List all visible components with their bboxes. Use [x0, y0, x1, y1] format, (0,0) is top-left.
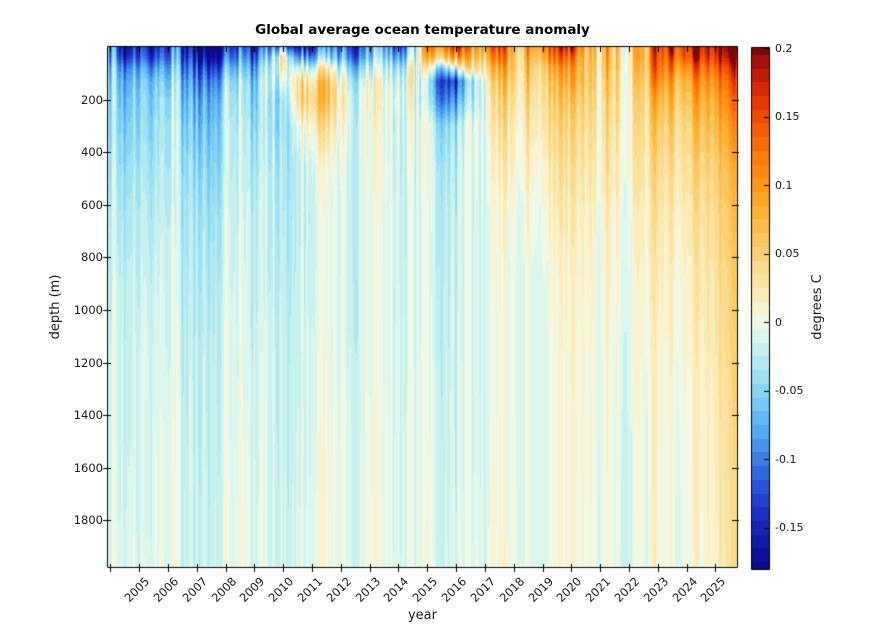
colorbar-tick-label: 0.15 — [775, 110, 800, 124]
colorbar-tick-label: -0.05 — [775, 384, 804, 398]
colorbar-tick-label: 0.1 — [775, 178, 793, 192]
y-tick-label: 800 — [81, 250, 103, 265]
colorbar-tick-label: 0 — [775, 315, 782, 329]
y-tick-label: 200 — [81, 92, 103, 107]
y-tick-label: 1200 — [73, 355, 103, 370]
x-axis-label: year — [407, 608, 437, 623]
colorbar-tick-label: 0.05 — [775, 247, 800, 261]
y-tick-label: 1600 — [73, 460, 103, 475]
colorbar-label: degrees C — [810, 274, 825, 340]
y-tick-label: 1800 — [73, 513, 103, 528]
y-tick-label: 400 — [81, 145, 103, 160]
y-tick-label: 600 — [81, 197, 103, 212]
y-tick-label: 1400 — [73, 408, 103, 423]
colorbar-tick-label: -0.1 — [775, 452, 797, 466]
y-tick-label: 1000 — [73, 303, 103, 318]
colorbar-tick-label: -0.15 — [775, 521, 804, 535]
colorbar-tick-label: 0.2 — [775, 41, 793, 55]
chart-title: Global average ocean temperature anomaly — [255, 22, 590, 38]
